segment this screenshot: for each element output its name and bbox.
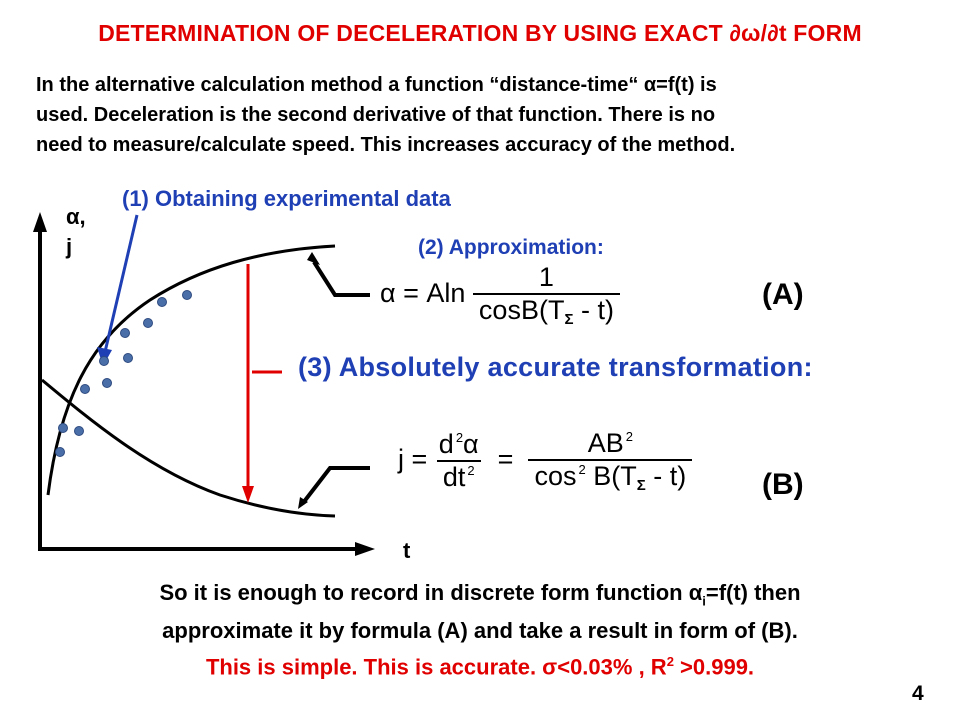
slide-title: DETERMINATION OF DECELERATION BY USING E… — [98, 20, 862, 46]
conclusion-line-1-b: =f(t) then — [705, 580, 801, 605]
y-axis-label-alpha: α, — [66, 204, 86, 229]
data-point — [157, 297, 167, 307]
conclusion-line-1: So it is enough to record in discrete fo… — [0, 580, 960, 608]
x-axis-arrowhead — [355, 542, 375, 556]
formula-a-connector — [312, 260, 370, 297]
data-point — [182, 290, 192, 300]
data-point — [123, 353, 133, 363]
formula-b-result-den: cos 2 B(TΣ - t) — [528, 459, 693, 494]
formula-b-connector-head — [298, 497, 308, 509]
conclusion-line-3-b: >0.999. — [673, 654, 755, 680]
y-axis-label-j: j — [66, 234, 73, 259]
page-number: 4 — [912, 682, 924, 705]
data-point — [99, 356, 109, 366]
formula-a-numerator: 1 — [538, 262, 554, 292]
step1-pointer — [103, 214, 139, 353]
conclusion-line-3: This is simple. This is accurate. σ<0.03… — [0, 654, 960, 680]
data-points — [55, 290, 192, 457]
formula-b-connector — [301, 466, 370, 505]
x-axis-label: t — [403, 538, 411, 563]
j-curve — [41, 378, 336, 518]
data-point — [143, 318, 153, 328]
formula-b-result-num: AB 2 — [584, 428, 637, 459]
formula-a-den-sub: Σ — [564, 311, 574, 328]
formula-b-derivative-den: dt 2 — [436, 460, 481, 493]
data-point — [102, 378, 112, 388]
data-point — [80, 384, 90, 394]
formula-a: α = Aln 1 cosB(TΣ - t) — [380, 262, 620, 328]
formula-b-cos: cos — [534, 461, 577, 491]
formula-b-cos-sup: 2 — [578, 462, 586, 477]
conclusion-line-2: approximate it by formula (A) and take a… — [162, 618, 798, 643]
intro-line-1: In the alternative calculation method a … — [36, 74, 717, 96]
formula-b-ab: AB — [587, 428, 624, 458]
step1-label: (1) Obtaining experimental data — [122, 186, 451, 211]
formula-b-derivative-num: d 2α — [435, 429, 483, 460]
formula-b-equals: = — [490, 444, 521, 475]
formula-b-bt: B(T — [585, 461, 637, 491]
step3-label: (3) Absolutely accurate transformation: — [298, 352, 813, 382]
formula-b-sigma: Σ — [636, 477, 646, 494]
formula-b-alpha: α — [463, 429, 479, 459]
data-point — [74, 426, 84, 436]
formula-a-den-main: cosB(T — [478, 295, 565, 325]
y-axis-arrowhead — [33, 212, 47, 232]
intro-line-3: need to measure/calculate speed. This in… — [36, 134, 736, 156]
data-point — [58, 423, 68, 433]
step2-label: (2) Approximation: — [418, 236, 604, 259]
alpha-curve — [46, 244, 336, 496]
formula-a-den-end: - t) — [573, 295, 614, 325]
formula-a-tag: (A) — [762, 278, 804, 311]
formula-b-derivative: d 2α dt 2 — [435, 429, 483, 493]
formula-a-lhs: α = Aln — [380, 278, 466, 309]
conclusion-line-3-a: This is simple. This is accurate. σ<0.03… — [205, 654, 667, 680]
formula-a-fraction: 1 cosB(TΣ - t) — [472, 262, 620, 328]
formula-b-d: d — [438, 429, 454, 459]
formula-b-minus-t: - t) — [645, 461, 687, 491]
data-point — [120, 328, 130, 338]
formula-a-denominator: cosB(TΣ - t) — [472, 293, 620, 328]
formula-b-dt: dt — [442, 462, 466, 492]
formula-b-tag: (B) — [762, 468, 804, 501]
intro-paragraph: In the alternative calculation method a … — [36, 70, 936, 160]
formula-b-d-sup: 2 — [455, 430, 464, 445]
formula-a-connector-head — [307, 252, 320, 265]
red-arrowhead — [242, 486, 254, 503]
conclusion-line-3-sup: 2 — [666, 654, 674, 669]
formula-b: j = d 2α dt 2 = AB 2 cos 2 B(TΣ - t) — [398, 428, 693, 494]
conclusion-line-1-sub: i — [702, 593, 706, 609]
conclusion-line-1-a: So it is enough to record in discrete fo… — [159, 580, 703, 605]
intro-line-2: used. Deceleration is the second derivat… — [36, 104, 716, 126]
formula-b-lhs: j = — [398, 444, 435, 475]
y-axis-label: α, j — [66, 202, 86, 262]
formula-b-dt-sup: 2 — [467, 463, 475, 478]
formula-b-ab-sup: 2 — [625, 429, 633, 444]
formula-b-result: AB 2 cos 2 B(TΣ - t) — [528, 428, 693, 494]
data-point — [55, 447, 65, 457]
